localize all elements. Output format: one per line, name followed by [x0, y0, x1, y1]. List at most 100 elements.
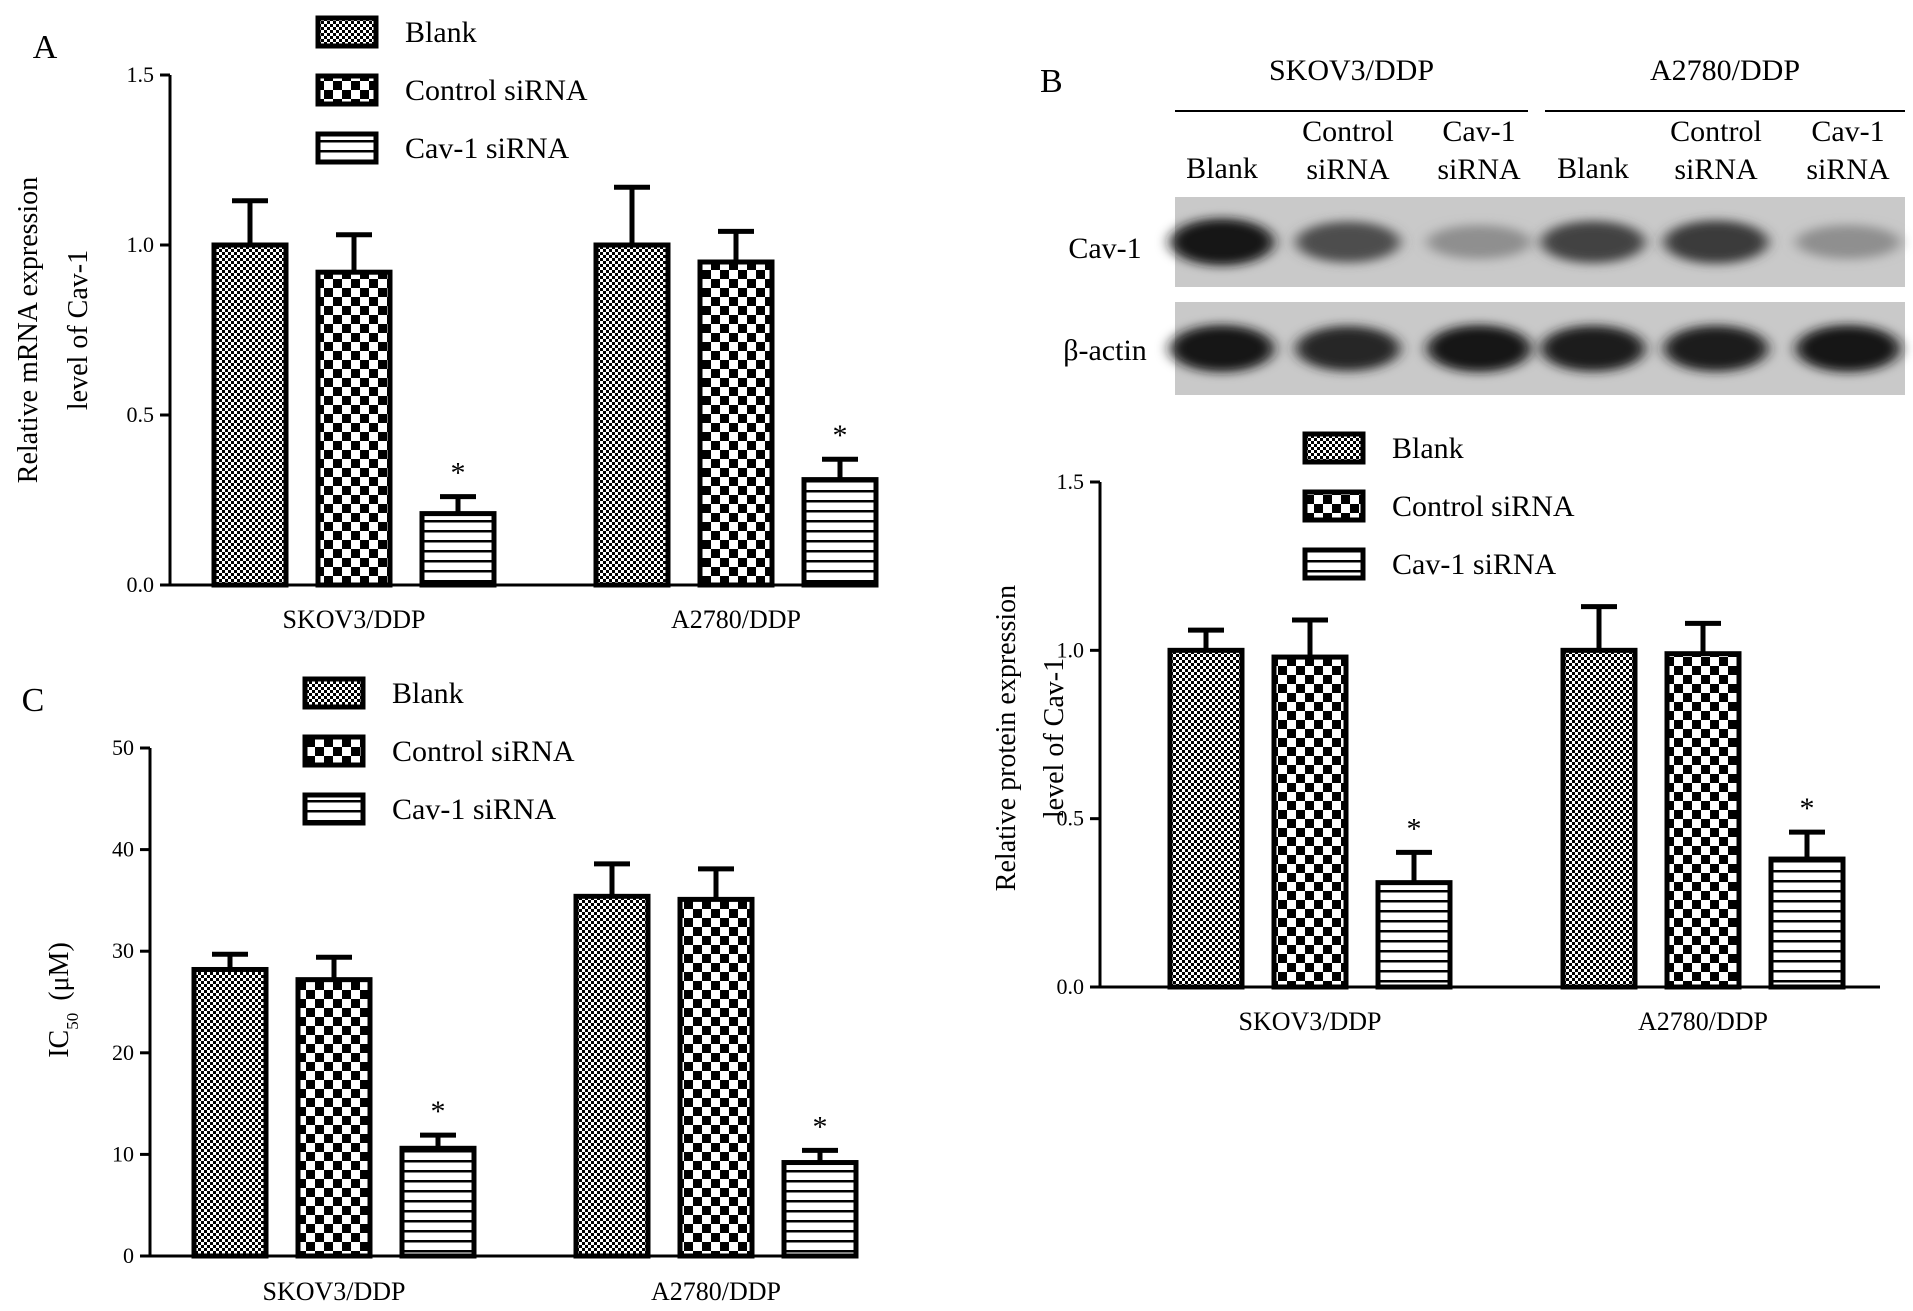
bar	[1664, 651, 1742, 990]
legend-swatch	[315, 15, 379, 49]
bar	[211, 242, 289, 588]
legend-swatch	[1302, 489, 1366, 523]
blot-band	[1170, 218, 1274, 266]
y-axis-label: level of Cav-1	[1039, 658, 1070, 818]
blot-lane-label: siRNA	[1674, 153, 1758, 186]
blot-lane-label: siRNA	[1806, 153, 1890, 186]
blot-group-header: A2780/DDP	[1650, 54, 1800, 87]
legend-label: Blank	[392, 677, 464, 710]
blot-band	[1296, 221, 1400, 263]
legend-label: Cav-1 siRNA	[405, 132, 570, 165]
y-axis-label: level of Cav-1	[63, 250, 94, 410]
blot-band	[1664, 325, 1768, 372]
blot-band	[1796, 325, 1900, 372]
bar	[697, 259, 775, 588]
blot-lane-label: Cav-1	[1442, 115, 1515, 148]
bar	[573, 893, 651, 1259]
significance-star: *	[1407, 812, 1422, 845]
bar	[677, 896, 755, 1259]
y-axis-label: Relative mRNA expression	[13, 177, 44, 483]
significance-star: *	[1800, 792, 1815, 825]
bar	[1560, 647, 1638, 990]
significance-star: *	[451, 457, 466, 490]
bar-chart-2: 0.0 0.5 1.0 1.5 Relative protein expression l…	[991, 431, 1880, 1036]
legend-label: Control siRNA	[392, 735, 575, 768]
bar	[191, 966, 269, 1259]
y-tick-label: 10	[112, 1141, 134, 1166]
blot-band	[1170, 325, 1274, 372]
blot-band	[1541, 325, 1645, 372]
blot-lane-label: Blank	[1557, 152, 1629, 185]
significance-star: *	[431, 1095, 446, 1128]
y-tick-label: 1.0	[127, 232, 155, 257]
y-tick-label: 0.5	[1057, 806, 1085, 831]
x-category-label: SKOV3/DDP	[282, 605, 425, 634]
legend-swatch	[1302, 547, 1366, 581]
blot-lane-label: siRNA	[1306, 153, 1390, 186]
bar	[419, 511, 497, 588]
blot-band	[1296, 326, 1400, 371]
blot-lane-label: Cav-1	[1811, 115, 1884, 148]
blot-lane-label: siRNA	[1437, 153, 1521, 186]
legend-swatch	[302, 792, 366, 826]
blot-group-header: SKOV3/DDP	[1269, 54, 1434, 87]
legend-swatch	[315, 131, 379, 165]
x-category-label: SKOV3/DDP	[262, 1277, 405, 1306]
legend-swatch	[302, 734, 366, 768]
y-tick-label: 0.5	[127, 402, 155, 427]
panel-label: A	[33, 29, 58, 66]
legend-swatch	[1302, 431, 1366, 465]
y-tick-label: 0	[123, 1243, 134, 1268]
legend-swatch	[302, 676, 366, 710]
x-category-label: A2780/DDP	[651, 1277, 781, 1306]
legend-label: Blank	[1392, 432, 1464, 465]
blot-row-label: β-actin	[1063, 334, 1147, 367]
legend-label: Cav-1 siRNA	[392, 793, 557, 826]
blot-lane-label: Blank	[1186, 152, 1258, 185]
bar	[593, 242, 671, 588]
legend-label: Control siRNA	[1392, 490, 1575, 523]
panel-label: C	[22, 682, 45, 719]
bar	[315, 269, 393, 588]
y-tick-label: 30	[112, 938, 134, 963]
y-tick-label: 1.0	[1057, 637, 1085, 662]
blot-lane-label: Control	[1302, 115, 1394, 148]
y-tick-label: 40	[112, 837, 134, 862]
blot-band	[1664, 220, 1768, 264]
blot-membrane	[1175, 302, 1905, 395]
bar	[1271, 654, 1349, 990]
y-tick-label: 0.0	[127, 572, 155, 597]
bar-chart-3: C 0 10 20 30 40 50 IC50(μM) SKOV3/DDP A2780/DDP * *…	[22, 676, 859, 1306]
bar	[1167, 647, 1245, 990]
y-tick-label: 0.0	[1057, 974, 1085, 999]
significance-star: *	[833, 419, 848, 452]
y-axis-label: IC50(μM)	[44, 942, 82, 1058]
legend-label: Blank	[405, 16, 477, 49]
bar-chart-1: A 0.0 0.5 1.0 1.5 Relative mRNA expression lev…	[13, 15, 879, 634]
blot-band	[1427, 325, 1531, 372]
legend-swatch	[315, 73, 379, 107]
x-category-label: A2780/DDP	[1638, 1007, 1768, 1036]
y-tick-label: 50	[112, 735, 134, 760]
blot-band	[1796, 225, 1900, 259]
x-category-label: SKOV3/DDP	[1238, 1007, 1381, 1036]
bar	[1375, 880, 1453, 990]
blot-band	[1427, 225, 1531, 259]
western-blot-panel: B SKOV3/DDP A2780/DDP Blank Control siRNA Ca…	[1040, 54, 1905, 395]
bar	[399, 1145, 477, 1259]
blot-band	[1541, 221, 1645, 263]
y-tick-label: 20	[112, 1040, 134, 1065]
blot-lane-label: Control	[1670, 115, 1762, 148]
bar	[1768, 856, 1846, 990]
y-tick-label: 1.5	[1057, 469, 1085, 494]
bar	[295, 977, 373, 1259]
bar	[801, 477, 879, 588]
panel-label-b: B	[1040, 63, 1063, 100]
y-axis-label: Relative protein expression	[991, 585, 1022, 891]
legend-label: Control siRNA	[405, 74, 588, 107]
bar	[781, 1160, 859, 1259]
y-tick-label: 1.5	[127, 62, 155, 87]
significance-star: *	[813, 1110, 828, 1143]
x-category-label: A2780/DDP	[671, 605, 801, 634]
